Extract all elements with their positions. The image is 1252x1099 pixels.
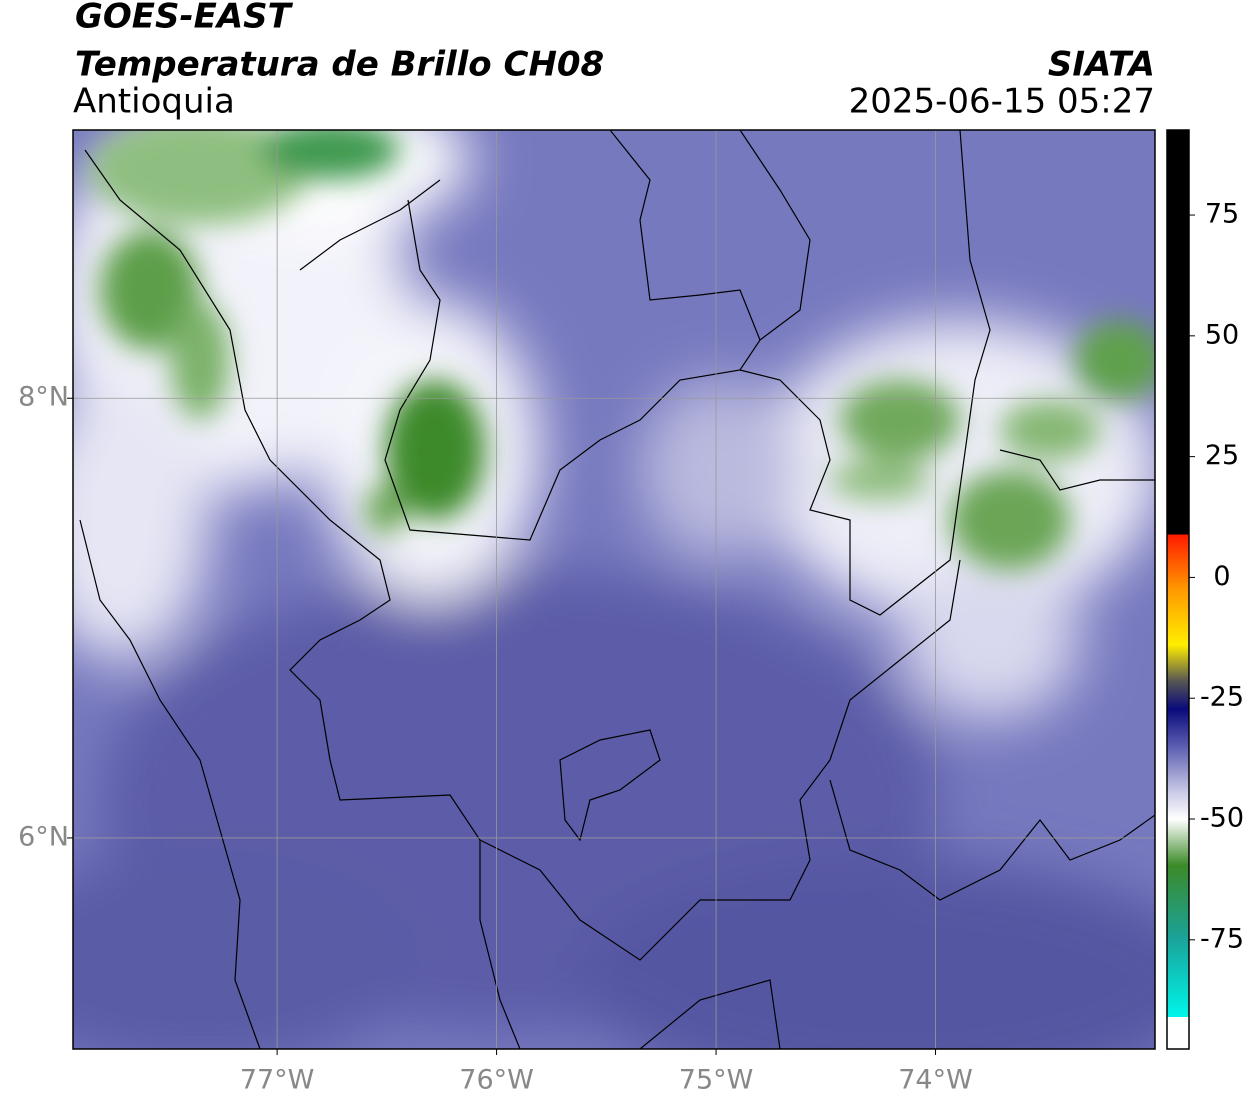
colorbar-tick-label: -50 [1200,803,1244,834]
colorbar-tick-label: 75 [1205,199,1239,230]
colorbar-tick-label: 50 [1205,319,1239,350]
colorbar-tick-label: -75 [1200,923,1244,954]
x-tick-label: 75°W [679,1065,754,1096]
x-tick-label: 76°W [459,1065,534,1096]
grid [73,130,1155,1049]
colorbar-tick-label: 0 [1213,561,1230,592]
y-tick-label: 6°N [18,821,69,852]
y-tick-label: 8°N [18,382,69,413]
map-image [73,130,1155,1049]
colorbar-tick-label: 25 [1205,440,1239,471]
x-tick-label: 77°W [240,1065,315,1096]
subtitle: Temperatura de Brillo CH08 [75,45,604,85]
colorbar-tick-label: -25 [1200,682,1244,713]
region: Antioquia [73,82,235,122]
map-frame [72,129,1156,1050]
timestamp: 2025-06-15 05:27 [849,82,1155,122]
borders [79,130,1155,1049]
colorbar [1166,129,1190,1050]
source: SIATA [1048,45,1155,85]
title: GOES-EAST [75,0,294,37]
x-tick-label: 74°W [898,1065,973,1096]
